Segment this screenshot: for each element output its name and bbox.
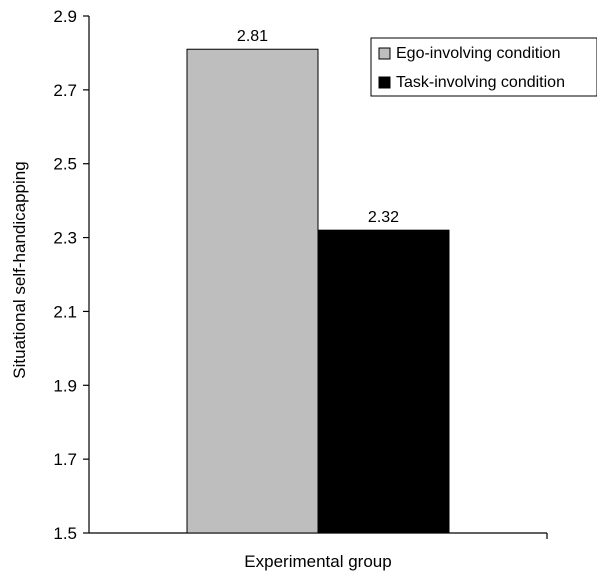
y-tick-label: 2.3 — [53, 229, 77, 248]
legend-box — [370, 37, 597, 97]
y-tick-label: 1.7 — [53, 450, 77, 469]
x-axis — [89, 532, 548, 539]
y-axis: 1.5 1.7 1.9 2.1 2.3 2.5 2.7 2.9 — [53, 7, 90, 543]
y-tick-label: 2.1 — [53, 302, 77, 321]
legend: Ego-involving condition Task-involving co… — [370, 37, 597, 97]
legend-swatch — [378, 76, 391, 89]
y-tick-label: 2.9 — [53, 7, 77, 26]
x-axis-title: Experimental group — [244, 552, 391, 571]
y-axis-title: Situational self-handicapping — [10, 161, 29, 378]
y-tick-label: 2.5 — [53, 155, 77, 174]
y-tick-label: 1.9 — [53, 376, 77, 395]
y-tick-label: 1.5 — [53, 524, 77, 543]
legend-label: Task-involving condition — [396, 74, 565, 91]
bar-value-labels: 2.81 2.32 — [237, 28, 399, 226]
legend-label: Ego-involving condition — [396, 45, 561, 62]
bar-series-2 — [317, 229, 450, 534]
y-tick-label: 2.7 — [53, 81, 77, 100]
legend-swatch — [378, 47, 391, 60]
bar-series-1 — [186, 48, 319, 534]
bars — [186, 48, 450, 534]
bar-value-label: 2.81 — [237, 28, 268, 45]
bar-value-label: 2.32 — [368, 209, 399, 226]
